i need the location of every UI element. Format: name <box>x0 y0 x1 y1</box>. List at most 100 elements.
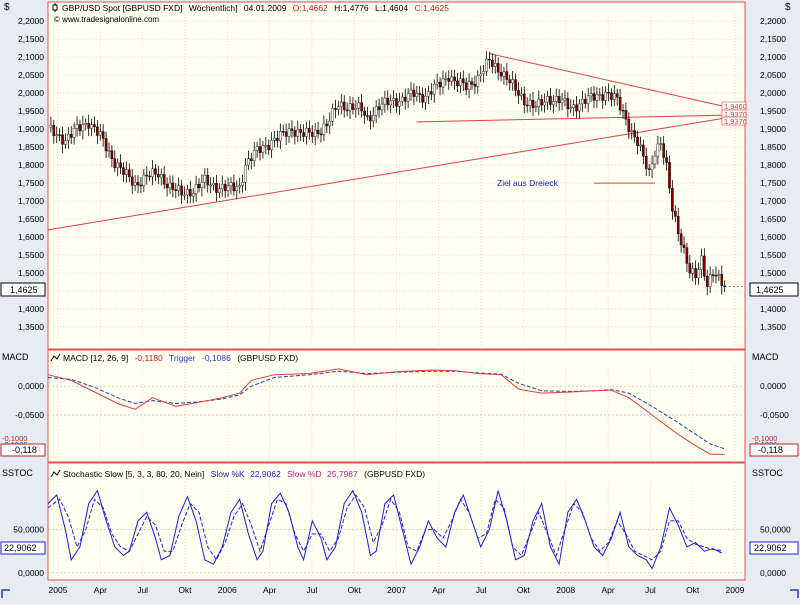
candle-body <box>313 129 317 137</box>
candle-body <box>668 162 671 189</box>
stoch-source: (GBPUSD FXD) <box>364 469 425 479</box>
macd-source: (GBPUSD FXD) <box>237 353 298 363</box>
stoch-k-line <box>47 489 723 570</box>
candle-body <box>244 164 247 183</box>
trendline <box>416 114 746 123</box>
macd-current-marker-left <box>0 443 46 457</box>
candle-body <box>58 134 61 136</box>
macd-trigger-label: Trigger <box>169 353 196 363</box>
candle-body <box>78 124 82 132</box>
y-tick-label: 1,5500 <box>760 250 786 260</box>
candle-body <box>174 189 178 191</box>
candle-body <box>299 129 302 133</box>
candle-body <box>493 63 497 67</box>
candle-body <box>525 104 529 107</box>
macd-panel-label-left: MACD <box>2 352 29 362</box>
candle-body <box>267 145 271 151</box>
y-tick-label: -0,0500 <box>760 410 789 420</box>
y-tick-label: 1,9000 <box>760 124 786 134</box>
candle-body <box>284 131 288 137</box>
level-label: 1,9370 <box>724 110 747 119</box>
candle-body <box>549 96 552 105</box>
candle-body <box>569 107 573 109</box>
y-tick-label: 50,0000 <box>760 525 791 535</box>
candle-body <box>386 97 390 106</box>
stoch-d-label: Slow %D <box>287 469 321 479</box>
y-tick-label: 1,7000 <box>18 196 44 206</box>
candle-body <box>104 138 108 152</box>
macd-value: -0,1180 <box>135 353 163 363</box>
candle-body <box>159 174 163 178</box>
candle-body <box>601 94 604 101</box>
candle-body <box>432 84 436 95</box>
x-tick-label: 2005 <box>49 585 68 595</box>
candle-body <box>52 125 56 136</box>
candle-body <box>578 103 581 112</box>
candle-body <box>128 169 131 178</box>
candle-body <box>511 79 514 84</box>
candle-body <box>644 156 648 169</box>
candle-body <box>197 184 201 189</box>
candle-body <box>621 109 625 112</box>
candle-body <box>642 144 645 157</box>
candle-body <box>276 137 279 141</box>
y-tick-label: 2,0500 <box>760 70 786 80</box>
candle-body <box>665 157 668 163</box>
candle-body <box>421 93 424 103</box>
candle-body <box>215 183 218 193</box>
macd-current-left: -0,118 <box>12 445 37 455</box>
candles <box>49 51 745 296</box>
candle-body <box>627 119 631 132</box>
candle-body <box>69 133 73 138</box>
stoch-panel-label-right: SSTOC <box>752 468 783 478</box>
candle-body <box>136 182 140 186</box>
candle-body <box>180 185 183 196</box>
y-tick-label: 2,0500 <box>18 70 44 80</box>
candle-body <box>229 182 233 187</box>
candle-body <box>566 98 570 109</box>
candle-body <box>238 185 241 188</box>
candle-body <box>209 184 212 187</box>
macd-header: MACD [12, 26, 9] -0,1180 Trigger -0,1086… <box>63 353 298 363</box>
candle-body <box>639 144 642 147</box>
candle-body <box>305 127 308 137</box>
candle-body <box>450 76 453 82</box>
candle-body <box>447 78 451 82</box>
candle-body <box>249 158 253 161</box>
candle-body <box>479 73 483 77</box>
candle-body <box>604 91 607 101</box>
candle-body <box>374 106 378 116</box>
candle-body <box>279 131 282 141</box>
candle-body <box>557 96 561 104</box>
last-price-left: 1,4625 <box>10 285 38 295</box>
candle-body <box>200 182 204 189</box>
candle-body <box>502 71 506 77</box>
candle-body <box>520 93 523 96</box>
candle-body <box>148 175 151 178</box>
candle-body <box>194 184 198 194</box>
y-tick-label: 1,7500 <box>760 178 786 188</box>
candle-body <box>383 97 387 105</box>
low-value: L:1,4604 <box>375 3 408 13</box>
corner-marker-icon <box>790 589 799 598</box>
candle-body <box>453 76 456 82</box>
candle-body <box>116 162 119 168</box>
y-tick-label: 0,0000 <box>760 381 786 391</box>
candle-body <box>258 146 262 153</box>
trendline <box>489 53 746 112</box>
candle-body <box>438 82 442 88</box>
y-tick-label: 2,1000 <box>760 52 786 62</box>
candle-body <box>476 75 480 87</box>
candle-body <box>427 91 430 97</box>
candle-body <box>171 182 175 190</box>
x-tick-label: Apr <box>601 585 614 595</box>
candle-body <box>531 99 535 108</box>
x-tick-label: Jul <box>476 585 487 595</box>
candle-body <box>717 274 721 276</box>
y-tick-label: 1,5000 <box>18 268 44 278</box>
y-tick-label: 0,0000 <box>18 568 44 578</box>
candle-body <box>107 150 111 152</box>
candle-body <box>540 98 544 106</box>
candle-body <box>461 78 465 84</box>
candle-body <box>93 124 96 128</box>
